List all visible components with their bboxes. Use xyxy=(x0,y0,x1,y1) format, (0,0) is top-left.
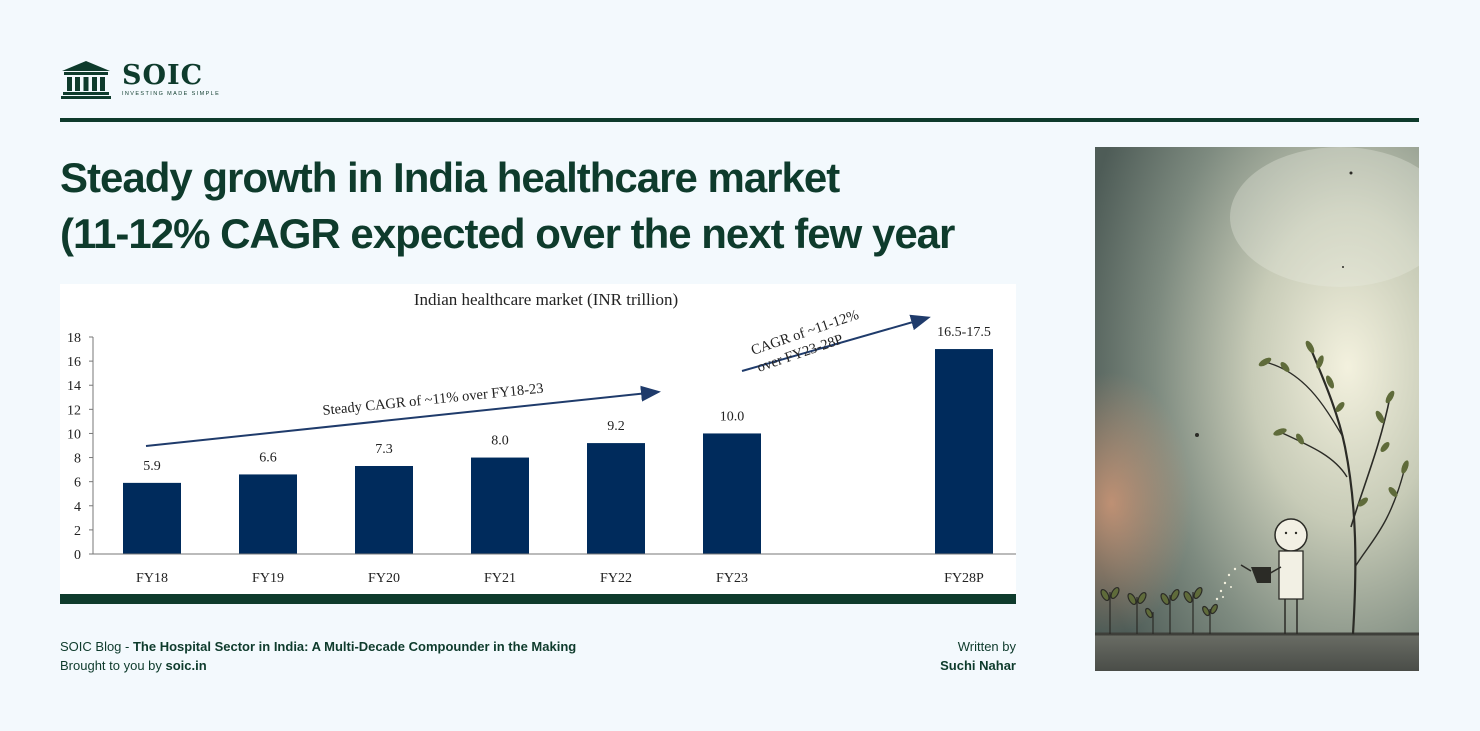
x-tick-label: FY18 xyxy=(136,571,168,586)
x-tick-label: FY20 xyxy=(368,571,400,586)
bars xyxy=(123,349,993,554)
data-label: 16.5-17.5 xyxy=(937,325,991,340)
y-axis: 0 2 4 6 8 10 12 14 16 18 xyxy=(67,331,94,563)
healthcare-market-chart: Indian healthcare market (INR trillion) … xyxy=(60,284,1016,594)
chart-canvas: Indian healthcare market (INR trillion) … xyxy=(67,290,1016,586)
data-label: 7.3 xyxy=(375,442,393,457)
x-tick-label: FY23 xyxy=(716,571,748,586)
data-label: 6.6 xyxy=(259,450,277,465)
y-tick-label: 16 xyxy=(67,355,81,370)
y-tick-label: 6 xyxy=(74,476,81,491)
footer-blog-line: SOIC Blog - The Hospital Sector in India… xyxy=(60,637,576,656)
x-tick-label: FY28P xyxy=(944,571,984,586)
x-tick-label: FY21 xyxy=(484,571,516,586)
footer-credits: SOIC Blog - The Hospital Sector in India… xyxy=(60,637,576,675)
chart-footer-band xyxy=(60,594,1016,604)
footer-brought-prefix: Brought to you by xyxy=(60,658,166,673)
footer-blog-prefix: SOIC Blog - xyxy=(60,639,133,654)
annotation-cagr-fy18-23: Steady CAGR of ~11% over FY18-23 xyxy=(322,381,544,419)
bar-fy20 xyxy=(355,465,413,554)
illustration-watering-plants xyxy=(1095,147,1419,671)
page-title: Steady growth in India healthcare market… xyxy=(60,150,1050,262)
y-tick-label: 12 xyxy=(67,403,81,418)
brand-tagline: INVESTING MADE SIMPLE xyxy=(122,90,221,97)
y-tick-label: 4 xyxy=(74,500,81,515)
plant-watering-illustration xyxy=(1095,147,1419,671)
y-tick-label: 0 xyxy=(74,548,81,563)
bar-fy28p xyxy=(935,349,993,554)
written-by-label: Written by xyxy=(957,639,1016,654)
x-axis: FY18 FY19 FY20 FY21 FY22 FY23 FY28P xyxy=(93,553,1016,586)
header-divider xyxy=(60,118,1419,122)
bar-fy21 xyxy=(471,457,529,554)
data-label: 8.0 xyxy=(491,434,509,449)
y-tick-label: 8 xyxy=(74,452,81,467)
y-tick-label: 14 xyxy=(67,379,81,394)
data-labels: 5.9 6.6 7.3 8.0 9.2 10.0 16.5-17.5 xyxy=(143,325,991,474)
brand-logo[interactable]: SOIC INVESTING MADE SIMPLE xyxy=(60,58,220,100)
footer-author: Written by Suchi Nahar xyxy=(940,637,1016,675)
footer-brought-line: Brought to you by soic.in xyxy=(60,656,576,675)
chart-title: Indian healthcare market (INR trillion) xyxy=(414,290,678,309)
author-name: Suchi Nahar xyxy=(940,658,1016,673)
bar-fy19 xyxy=(239,474,297,554)
page-title-line-2: (11-12% CAGR expected over the next few … xyxy=(60,210,955,257)
data-label: 5.9 xyxy=(143,459,161,474)
x-tick-label: FY22 xyxy=(600,571,632,586)
cagr-arrow-fy23-28 xyxy=(741,314,931,372)
site-link[interactable]: soic.in xyxy=(165,658,207,673)
bank-building-icon xyxy=(61,61,111,99)
blog-post-title-link[interactable]: The Hospital Sector in India: A Multi-De… xyxy=(132,639,577,654)
page-title-line-1: Steady growth in India healthcare market xyxy=(60,154,840,201)
y-tick-label: 18 xyxy=(67,331,81,346)
bar-fy22 xyxy=(587,443,645,554)
data-label: 9.2 xyxy=(607,419,625,434)
y-tick-label: 10 xyxy=(67,427,81,442)
cagr-arrow-fy18-23 xyxy=(145,385,661,447)
bar-fy23 xyxy=(703,433,761,554)
bar-fy18 xyxy=(123,482,181,554)
data-label: 10.0 xyxy=(720,409,745,424)
x-tick-label: FY19 xyxy=(252,571,284,586)
y-tick-label: 2 xyxy=(74,524,81,539)
brand-name: SOIC xyxy=(122,59,204,91)
